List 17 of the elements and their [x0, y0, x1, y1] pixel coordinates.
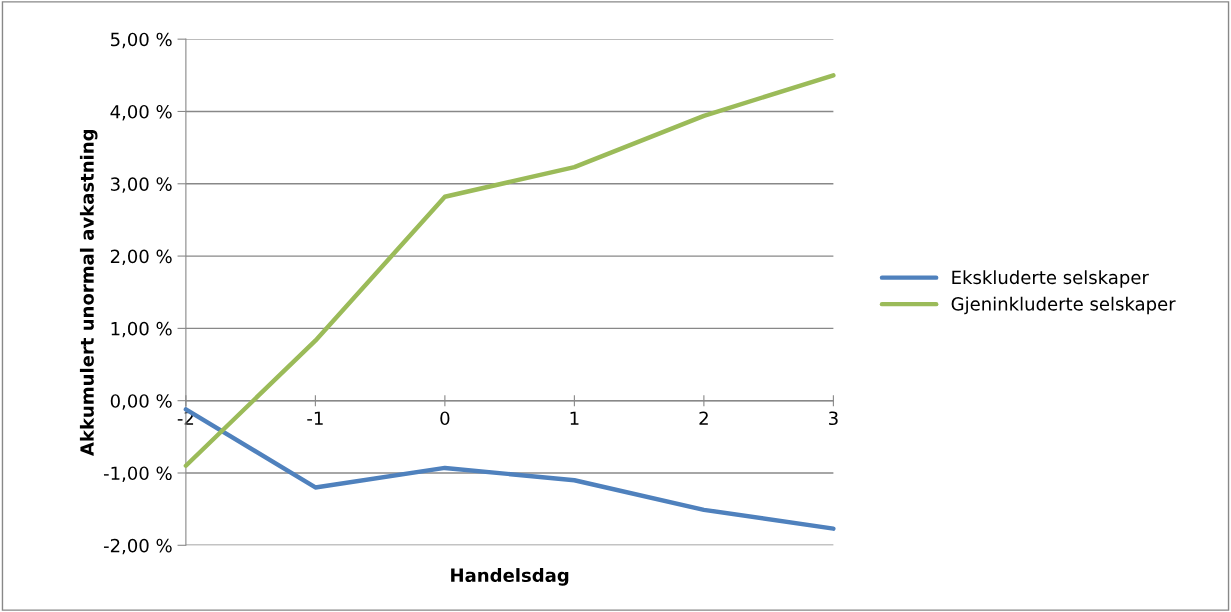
- x-tick-label: 0: [440, 411, 450, 426]
- y-tick-label: -2,00 %: [103, 538, 172, 555]
- legend-label: Gjeninkluderte selskaper: [951, 296, 1176, 315]
- y-tick-label: -1,00 %: [103, 466, 172, 482]
- y-tick-label: 4,00 %: [110, 104, 172, 121]
- legend-label: Ekskluderte selskaper: [952, 270, 1149, 288]
- y-axis-title: Akkumulert unormal avkastning: [79, 129, 98, 456]
- y-tick-label: 0,00 %: [110, 394, 172, 410]
- y-tick-label: 1,00 %: [111, 321, 172, 338]
- y-tick-label: 2,00 %: [110, 249, 172, 266]
- x-tick-label: 3: [829, 411, 838, 426]
- y-tick-label: 5,00 %: [110, 32, 172, 49]
- x-tick-label: 2: [699, 411, 708, 425]
- y-tick-label: 3,00 %: [110, 177, 172, 193]
- x-tick-label: 1: [570, 411, 579, 425]
- x-tick-label: -1: [307, 411, 323, 425]
- x-axis-title: Handelsdag: [451, 568, 569, 586]
